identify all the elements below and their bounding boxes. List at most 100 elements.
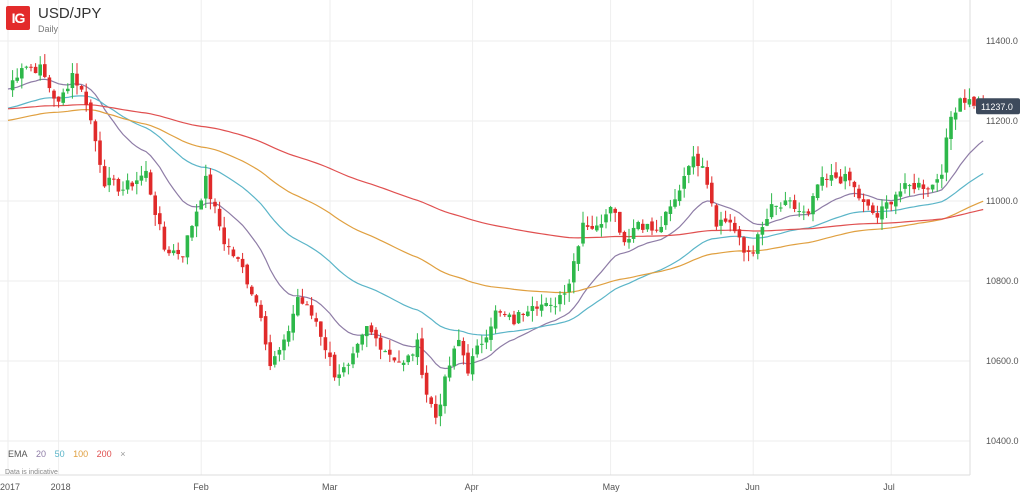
candle-body [558, 295, 562, 305]
candle-body [273, 356, 277, 365]
candle-body [24, 66, 29, 68]
candle-body [834, 172, 838, 178]
candle-body [631, 227, 636, 239]
candle-body [268, 342, 272, 367]
candle-body [89, 102, 93, 121]
time-tick-label: 2017 [0, 482, 20, 492]
candle-body [305, 304, 309, 306]
candle-body [231, 249, 236, 257]
candle-body [250, 286, 254, 295]
candle-body [843, 173, 847, 182]
candle-body [254, 295, 259, 303]
legend-label: EMA [8, 449, 28, 459]
candle-body [240, 258, 245, 268]
candle-body [696, 153, 700, 167]
candle-body [820, 177, 824, 186]
candle-body [604, 214, 608, 223]
candle-body [438, 404, 443, 417]
candle-body [489, 326, 493, 340]
candle-body [751, 252, 755, 254]
candle-body [654, 229, 659, 231]
time-tick-label: Jul [883, 482, 895, 492]
candle-body [222, 227, 226, 245]
candle-body [903, 183, 907, 189]
candle-body [484, 337, 489, 343]
candle-body [521, 313, 525, 315]
candle-body [20, 68, 24, 79]
candle-body [765, 219, 769, 226]
candle-body [907, 185, 912, 187]
candle-body [148, 172, 153, 195]
chart-grid [0, 0, 971, 476]
candle-body [682, 176, 686, 189]
candle-body [875, 213, 880, 218]
legend-ema-50[interactable]: 50 [54, 449, 65, 459]
interval-label: Daily [38, 24, 59, 34]
candle-body [332, 354, 337, 378]
candle-body [783, 200, 788, 205]
legend-ema-200[interactable]: 200 [96, 449, 112, 459]
candle-body [737, 229, 742, 238]
candle-body [181, 256, 185, 258]
candle-body [480, 343, 484, 345]
candle-body [972, 96, 976, 107]
candle-body [797, 211, 801, 213]
candle-body [388, 349, 392, 355]
candle-body [857, 188, 861, 199]
time-tick-label: Apr [465, 482, 479, 492]
disclaimer-text: Data is indicative [5, 469, 58, 476]
candle-body [544, 303, 548, 306]
candle-body [33, 66, 38, 74]
candle-body [208, 174, 213, 200]
candle-body [286, 331, 291, 342]
legend-ema-20[interactable]: 20 [36, 449, 47, 459]
candle-body [102, 166, 107, 187]
candle-body [590, 225, 594, 229]
candle-body [392, 357, 397, 361]
candle-body [397, 361, 401, 363]
candle-body [774, 205, 778, 207]
candle-body [967, 99, 972, 105]
candle-body [838, 176, 843, 184]
candle-body [599, 224, 604, 228]
candle-body [503, 314, 507, 316]
ema-100-line [7, 108, 984, 294]
candle-body [627, 239, 631, 243]
candle-body [673, 199, 677, 207]
candle-body [355, 343, 360, 353]
candle-body [383, 351, 387, 353]
close-icon[interactable]: × [120, 449, 126, 459]
candle-body [733, 222, 737, 232]
candle-body [360, 334, 364, 345]
legend-ema-100[interactable]: 100 [73, 449, 89, 459]
candle-body [236, 257, 240, 259]
candle-body [953, 112, 958, 120]
candle-body [29, 66, 33, 68]
candle-body [645, 223, 650, 230]
last-price-tag: 11237.0 [970, 98, 1020, 115]
ema-200-line [7, 104, 984, 239]
candle-body [139, 175, 144, 181]
candle-body [636, 222, 640, 230]
candle-body [553, 306, 558, 308]
candle-body [328, 352, 332, 358]
candle-body [447, 365, 452, 378]
candle-body [434, 403, 438, 418]
candle-body [61, 92, 65, 103]
candle-body [866, 199, 870, 206]
candle-body [756, 234, 760, 254]
candle-body [884, 202, 889, 209]
candle-body [935, 179, 939, 183]
candle-body [369, 325, 374, 333]
candle-body [112, 178, 116, 180]
candle-body [245, 264, 249, 285]
candle-body [848, 171, 852, 181]
candle-body [135, 180, 139, 184]
candle-body [779, 207, 783, 209]
candle-body [10, 80, 15, 91]
instrument-title[interactable]: USD/JPY [38, 5, 102, 22]
price-tick-label: 11200.0 [986, 116, 1018, 126]
candle-body [958, 98, 962, 112]
candle-body [815, 184, 820, 199]
